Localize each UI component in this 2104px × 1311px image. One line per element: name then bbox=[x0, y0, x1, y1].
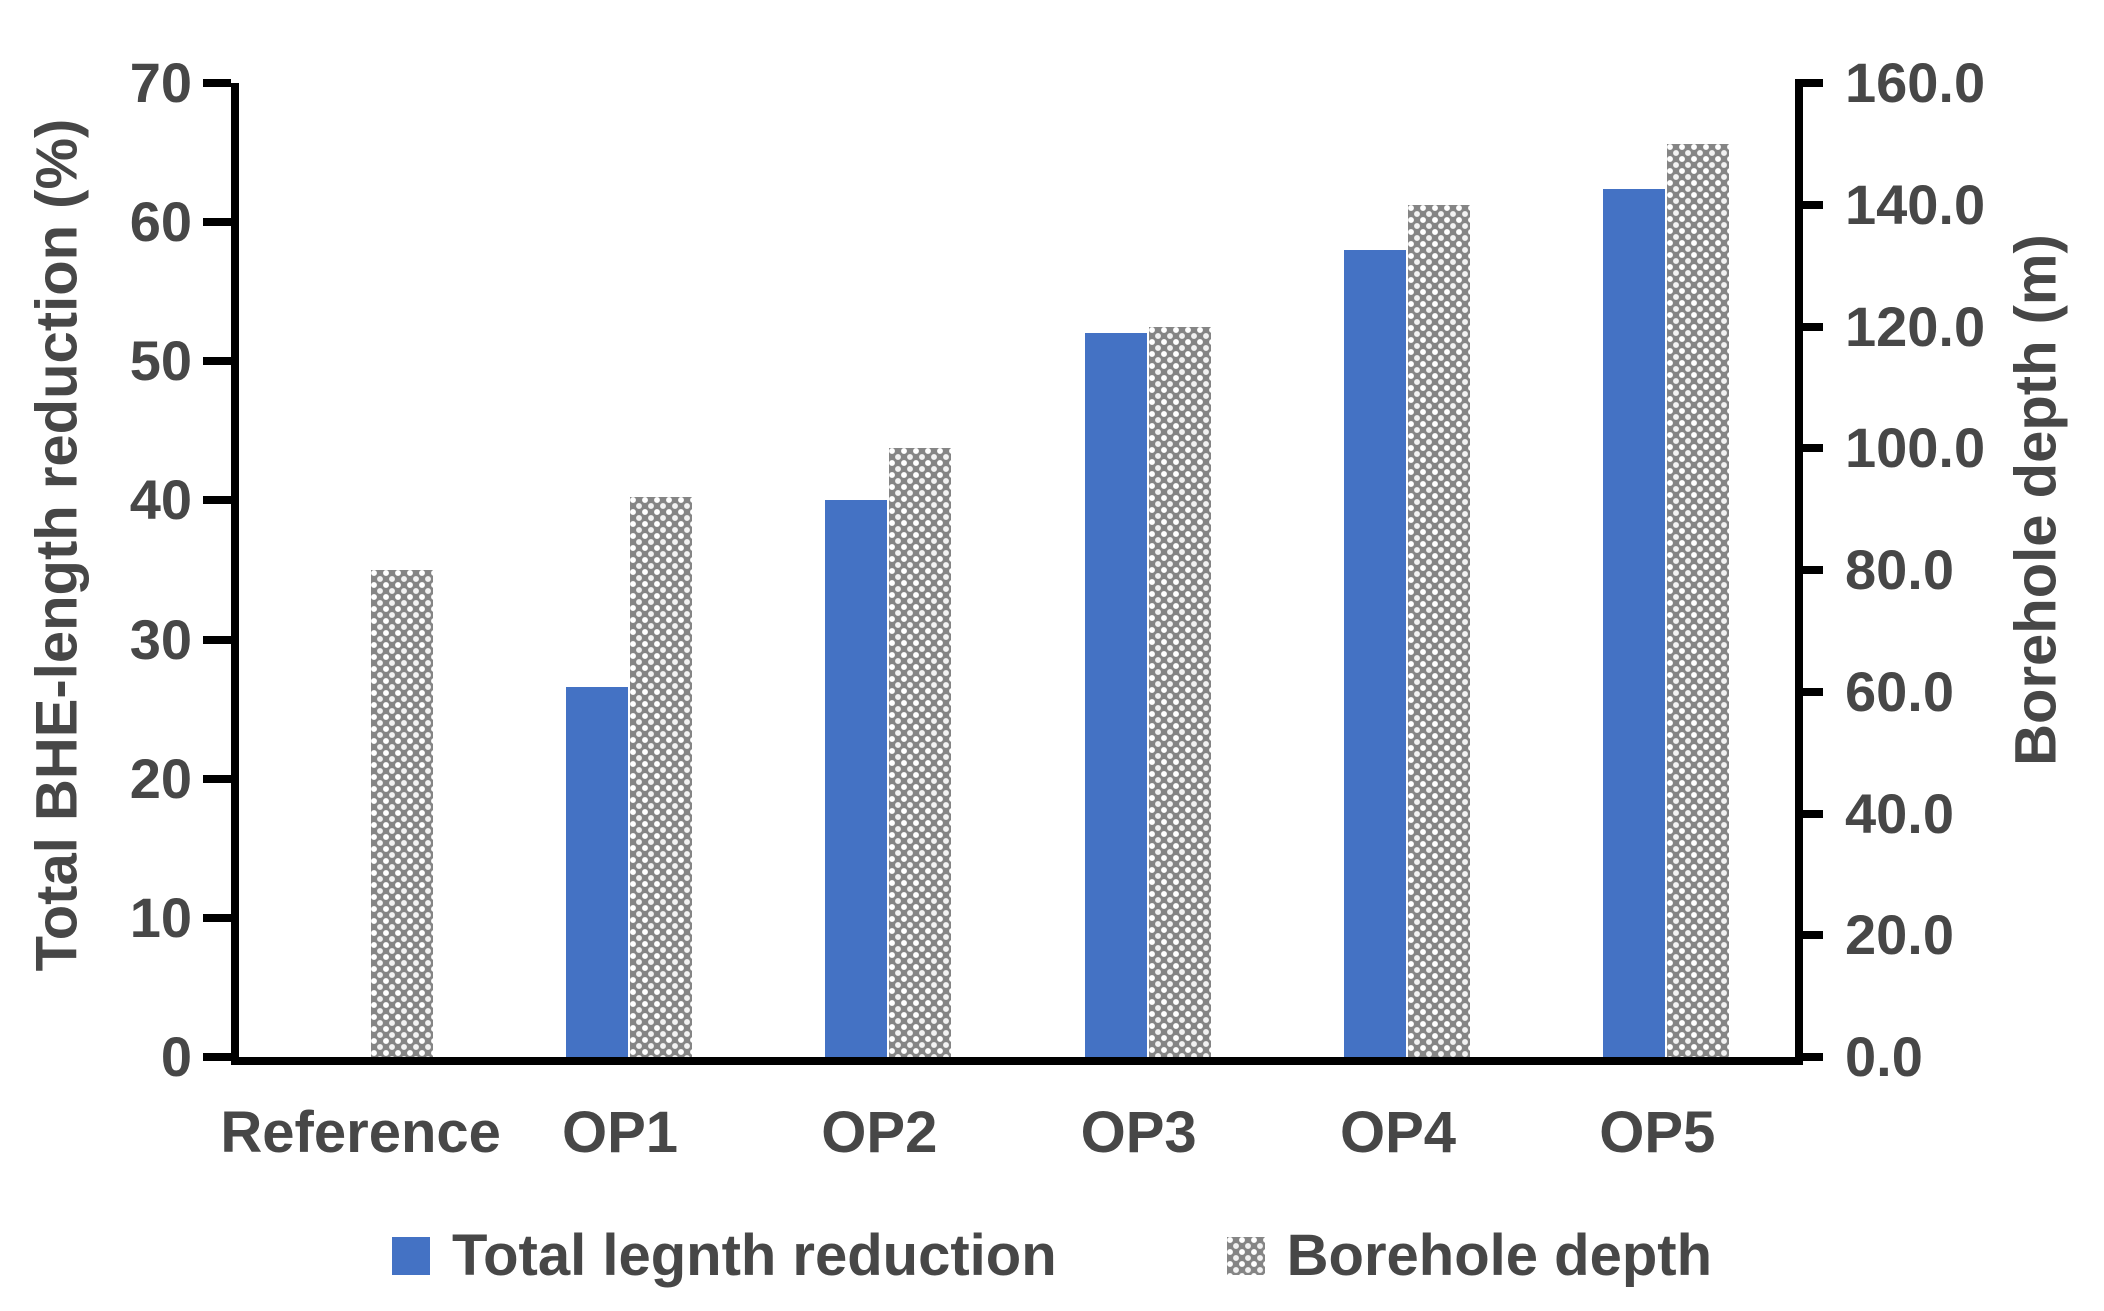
legend-swatch-gray-pattern bbox=[1226, 1236, 1265, 1275]
left-axis-tick-10 bbox=[203, 913, 231, 922]
right-axis-tick-label-80.0: 80.0 bbox=[1845, 538, 1954, 601]
bar-total-length-reduction-OP5 bbox=[1603, 188, 1666, 1057]
left-axis-tick-0 bbox=[203, 1053, 231, 1061]
plot-area bbox=[231, 83, 1803, 1065]
x-axis-label-OP4: OP4 bbox=[1339, 1100, 1457, 1165]
legend-swatch-blue bbox=[391, 1236, 430, 1275]
left-axis-tick-label-0: 0 bbox=[160, 1025, 192, 1088]
right-axis-tick-40.0 bbox=[1795, 809, 1823, 818]
left-axis-tick-label-70: 70 bbox=[129, 51, 192, 114]
right-axis-tick-label-20.0: 20.0 bbox=[1845, 903, 1954, 967]
left-axis-tick-70 bbox=[203, 79, 231, 87]
bar-borehole-depth-OP3 bbox=[1148, 326, 1211, 1057]
right-axis-tick-label-100.0: 100.0 bbox=[1845, 416, 1986, 480]
bar-total-length-reduction-OP4 bbox=[1344, 249, 1406, 1057]
right-axis-tick-label-40.0: 40.0 bbox=[1845, 781, 1954, 845]
right-axis-title: Borehole depth (m) bbox=[2003, 234, 2069, 766]
right-axis-tick-60.0 bbox=[1795, 687, 1823, 696]
x-axis-label-OP1: OP1 bbox=[561, 1100, 679, 1165]
left-axis-tick-label-50: 50 bbox=[129, 329, 192, 393]
x-axis-label-OP3: OP3 bbox=[1080, 1100, 1197, 1165]
x-axis-label-OP5: OP5 bbox=[1599, 1100, 1716, 1165]
left-axis-tick-60 bbox=[203, 218, 231, 227]
right-axis-tick-160.0 bbox=[1795, 79, 1823, 87]
right-axis-tick-20.0 bbox=[1795, 931, 1823, 940]
bar-total-length-reduction-OP1 bbox=[566, 686, 628, 1057]
bar-total-length-reduction-OP2 bbox=[825, 500, 888, 1057]
legend-item-total-length-reduction: Total legnth reduction bbox=[391, 1222, 1057, 1289]
x-axis-label-OP2: OP2 bbox=[821, 1100, 938, 1165]
right-axis-tick-80.0 bbox=[1795, 566, 1823, 574]
legend: Total legnth reduction Borehole depth bbox=[0, 1222, 2104, 1289]
legend-label-total-length-reduction: Total legnth reduction bbox=[451, 1223, 1057, 1288]
right-axis-tick-140.0 bbox=[1795, 200, 1823, 209]
left-axis-tick-20 bbox=[203, 774, 231, 783]
left-axis-tick-label-10: 10 bbox=[129, 885, 192, 949]
left-axis-tick-30 bbox=[203, 635, 231, 644]
left-axis-tick-40 bbox=[203, 496, 231, 505]
left-axis-tick-label-20: 20 bbox=[129, 746, 192, 810]
right-axis-tick-0.0 bbox=[1795, 1053, 1823, 1061]
legend-label-borehole-depth: Borehole depth bbox=[1286, 1223, 1712, 1288]
right-axis-tick-label-160.0: 160.0 bbox=[1845, 51, 1986, 114]
bar-total-length-reduction-OP3 bbox=[1084, 333, 1147, 1057]
right-axis-tick-label-120.0: 120.0 bbox=[1845, 294, 1986, 358]
right-axis-tick-120.0 bbox=[1795, 322, 1823, 331]
bar-borehole-depth-OP2 bbox=[889, 448, 952, 1057]
x-axis-label-Reference: Reference bbox=[220, 1100, 501, 1165]
left-axis-tick-50 bbox=[203, 357, 231, 366]
bar-borehole-depth-OP4 bbox=[1408, 204, 1470, 1057]
right-axis-tick-label-60.0: 60.0 bbox=[1845, 659, 1954, 723]
right-axis-tick-100.0 bbox=[1795, 444, 1823, 453]
legend-item-borehole-depth: Borehole depth bbox=[1226, 1222, 1712, 1289]
bar-borehole-depth-Reference bbox=[370, 570, 433, 1057]
right-axis-tick-label-140.0: 140.0 bbox=[1845, 172, 1986, 236]
left-axis-tick-label-30: 30 bbox=[129, 607, 192, 671]
bar-borehole-depth-OP5 bbox=[1667, 143, 1730, 1057]
left-axis-tick-label-40: 40 bbox=[129, 468, 192, 532]
right-axis-tick-label-0.0: 0.0 bbox=[1845, 1025, 1923, 1088]
bar-borehole-depth-OP1 bbox=[630, 496, 692, 1057]
left-axis-tick-label-60: 60 bbox=[129, 190, 192, 254]
